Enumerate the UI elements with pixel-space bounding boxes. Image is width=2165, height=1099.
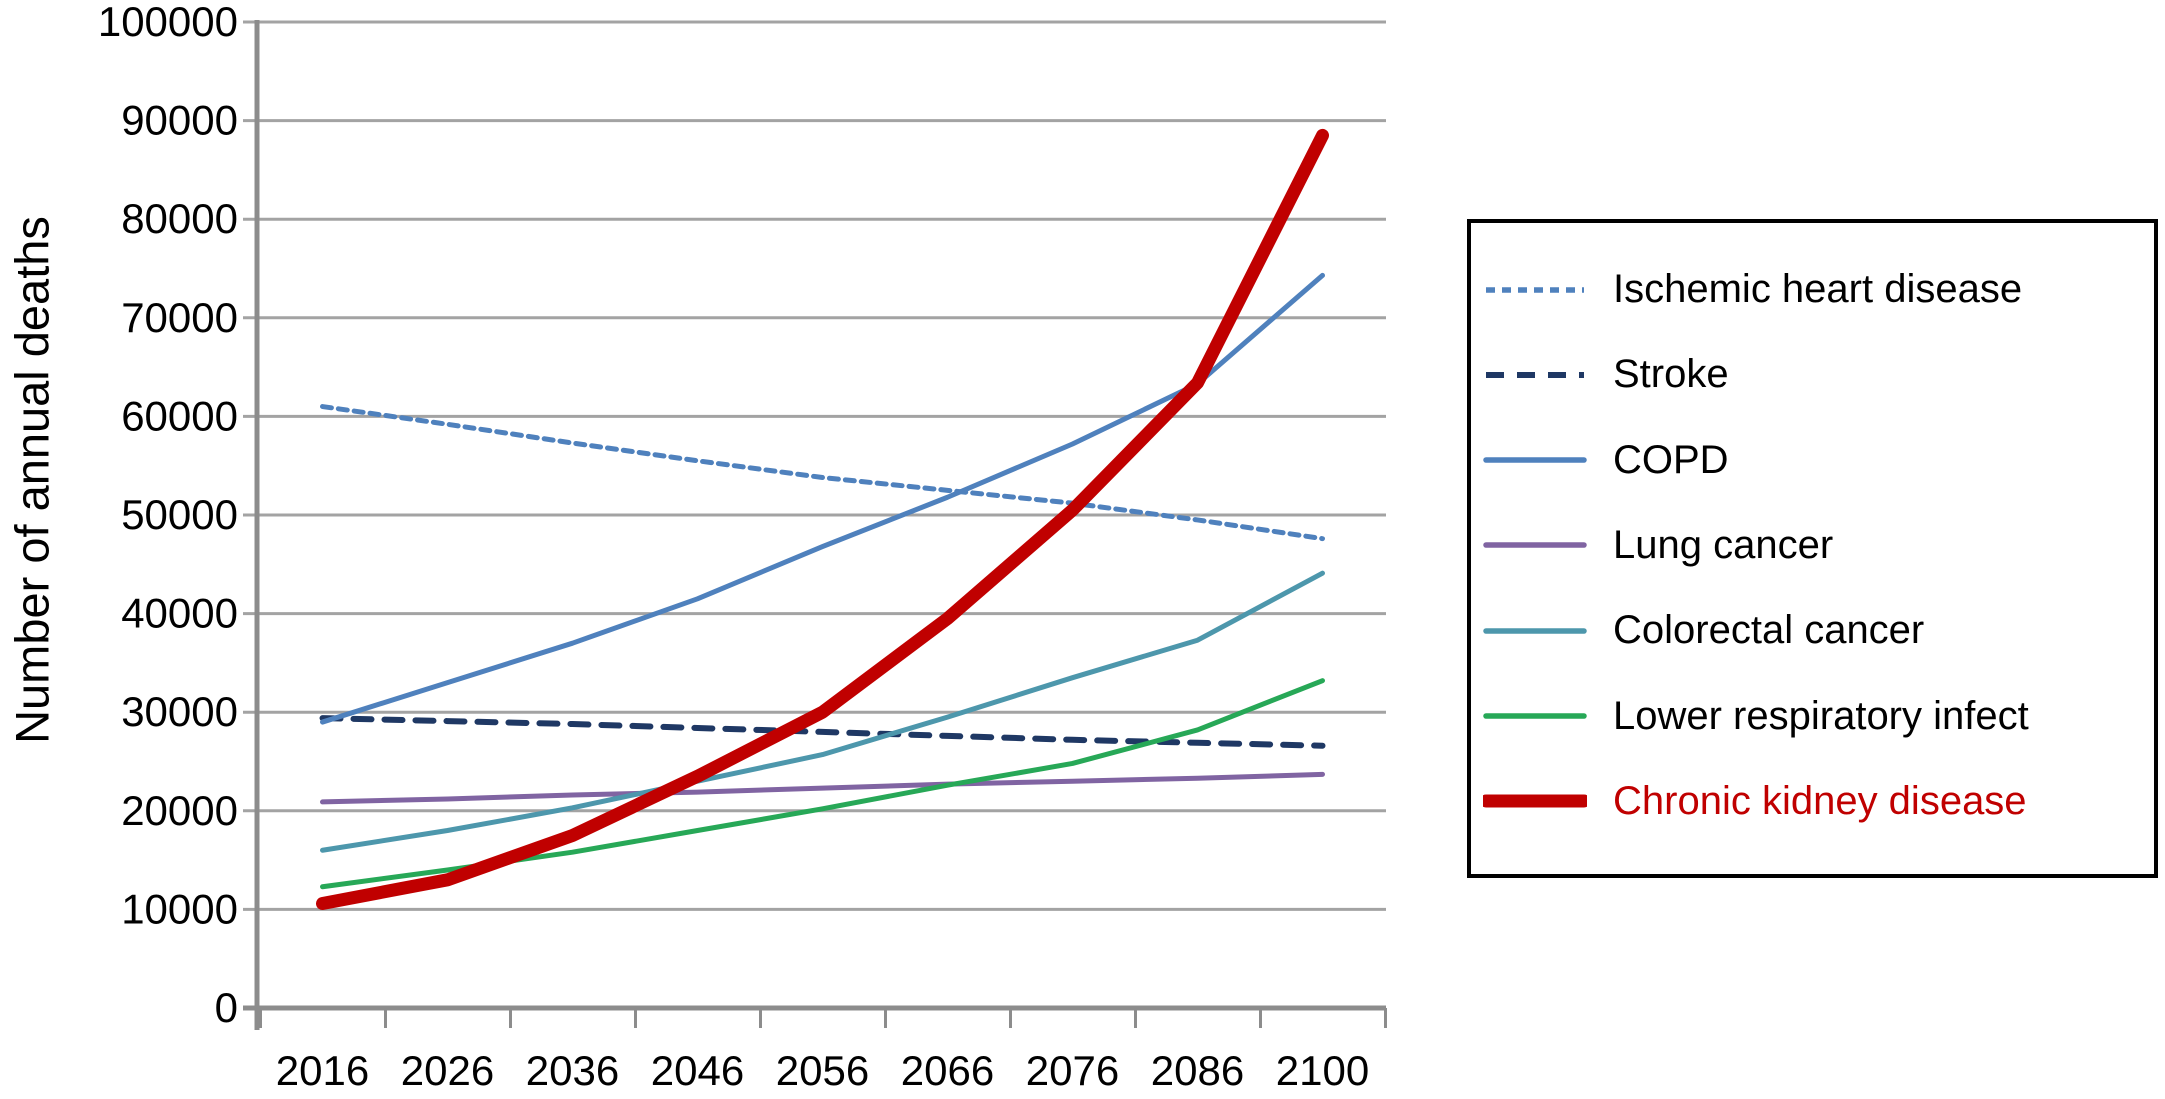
x-tick-label: 2026 (401, 1047, 494, 1094)
legend-line-sample (1483, 457, 1587, 463)
y-tick-label: 10000 (121, 885, 238, 932)
legend-line-sample (1486, 286, 1584, 293)
series-line-stroke (319, 715, 1326, 749)
y-tick-label: 100000 (98, 0, 238, 45)
x-tick-label: 2046 (651, 1047, 744, 1094)
legend-label: Lung cancer (1613, 522, 1834, 567)
x-tick-label: 2076 (1026, 1047, 1119, 1094)
series-line-ischemic-heart-disease (320, 404, 1325, 542)
legend-item-lower-respiratory-infect: Lower respiratory infect (1471, 673, 2154, 758)
legend-line-sample (1483, 713, 1587, 719)
axes (243, 20, 1386, 1030)
legend-item-copd: COPD (1471, 418, 2154, 503)
gridlines (243, 20, 1386, 911)
y-axis-tick-labels: 0 10000 20000 30000 40000 50000 60000 70000 8000… (98, 0, 238, 1031)
legend-item-stroke: Stroke (1471, 332, 2154, 417)
legend-line-sample (1483, 628, 1587, 634)
data-series-lines (316, 128, 1329, 910)
legend-item-ischemic-heart-disease: Ischemic heart disease (1471, 247, 2154, 332)
legend-item-colorectal-cancer: Colorectal cancer (1471, 588, 2154, 673)
x-tick-label: 2066 (901, 1047, 994, 1094)
y-tick-label: 70000 (121, 294, 238, 341)
legend-label: Stroke (1613, 352, 1729, 397)
legend-line-sample (1483, 542, 1587, 549)
y-tick-label: 30000 (121, 688, 238, 735)
x-tick-label: 2016 (276, 1047, 369, 1094)
series-line-copd (320, 272, 1325, 725)
legend: Ischemic heart disease Stroke COPD Lung … (1467, 219, 2158, 878)
y-tick-label: 40000 (121, 590, 238, 637)
x-tick-label: 2056 (776, 1047, 869, 1094)
series-line-colorectal-cancer (320, 570, 1325, 853)
y-tick-label: 0 (215, 984, 238, 1031)
y-tick-label: 50000 (121, 491, 238, 538)
x-axis-tick-labels: 2016 2026 2036 2046 2056 2066 2076 2086 2100 (259, 1008, 1387, 1094)
y-tick-label: 90000 (121, 97, 238, 144)
legend-item-chronic-kidney-disease: Chronic kidney disease (1471, 759, 2154, 844)
legend-line-sample (1486, 371, 1584, 378)
y-tick-label: 60000 (121, 392, 238, 439)
series-line-lung-cancer (320, 771, 1325, 805)
y-axis-title: Number of annual deaths (5, 216, 59, 744)
x-tick-label: 2036 (526, 1047, 619, 1094)
legend-label: Ischemic heart disease (1613, 267, 2023, 312)
x-tick-label: 2086 (1151, 1047, 1244, 1094)
legend-label: Chronic kidney disease (1613, 778, 2027, 823)
legend-label: Lower respiratory infect (1613, 693, 2029, 738)
legend-label: Colorectal cancer (1613, 608, 1925, 653)
y-tick-label: 80000 (121, 195, 238, 242)
legend-line-sample (1483, 794, 1587, 808)
x-tick-label: 2100 (1276, 1047, 1369, 1094)
legend-label: COPD (1613, 437, 1729, 482)
series-line-chronic-kidney-disease (316, 128, 1329, 910)
y-tick-label: 20000 (121, 787, 238, 834)
legend-item-lung-cancer: Lung cancer (1471, 503, 2154, 588)
